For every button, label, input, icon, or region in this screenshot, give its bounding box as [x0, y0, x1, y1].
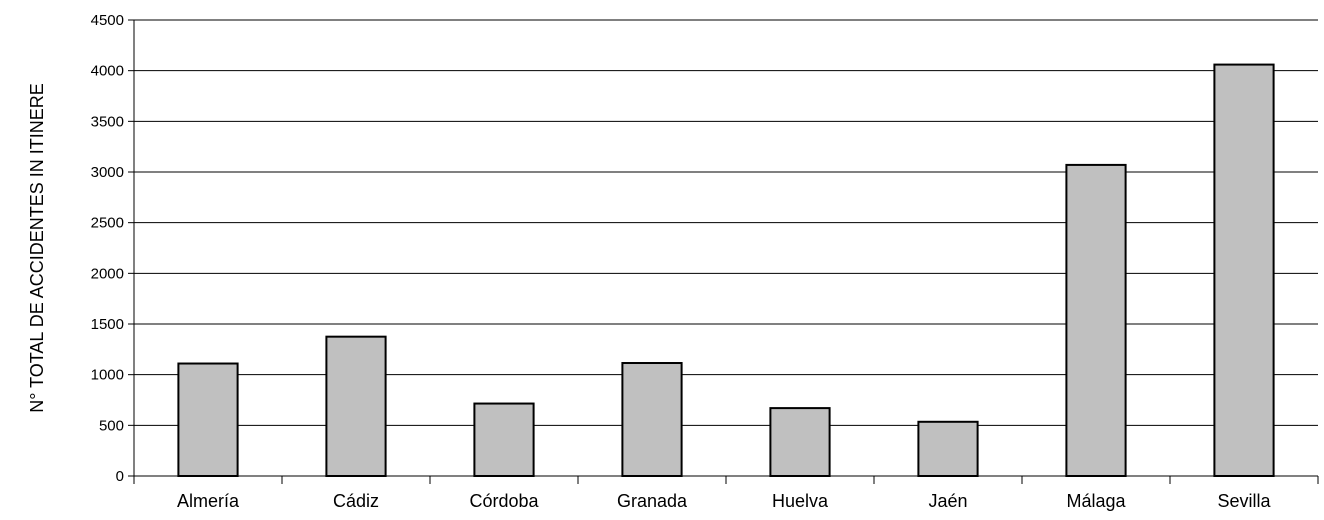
bar-granada	[621, 362, 683, 477]
x-tick-label: Granada	[617, 491, 688, 511]
bar-jaén	[917, 420, 979, 477]
y-tick-label: 1500	[91, 316, 124, 333]
x-tick-label: Jaén	[928, 491, 967, 511]
bars	[177, 63, 1275, 477]
gridlines	[134, 19, 1318, 426]
y-axis-title: N° TOTAL DE ACCIDENTES IN ITINERE	[27, 83, 47, 413]
y-tick-label: 3500	[91, 113, 124, 130]
y-tick-label: 500	[99, 417, 124, 434]
x-tick-label: Sevilla	[1217, 491, 1271, 511]
x-tick-label: Cádiz	[333, 491, 379, 511]
bar-sevilla	[1213, 63, 1275, 477]
y-tick-label: 1000	[91, 367, 124, 384]
bar-almería	[177, 362, 239, 477]
y-tick-label: 4500	[91, 12, 124, 29]
x-tick-label: Córdoba	[469, 491, 539, 511]
bar-córdoba	[473, 402, 535, 477]
x-tick-labels: Almería Cádiz Córdoba Granada Huelva Jaén Mála…	[177, 491, 1272, 511]
y-tick-label: 2000	[91, 265, 124, 282]
y-tick-label: 0	[116, 468, 124, 485]
axes	[128, 19, 1319, 484]
y-tick-label: 3000	[91, 164, 124, 181]
bar-málaga	[1065, 163, 1127, 477]
bar-cádiz	[325, 335, 387, 477]
x-tick-label: Málaga	[1066, 491, 1126, 511]
bar-huelva	[769, 407, 831, 477]
x-tick-label: Huelva	[772, 491, 829, 511]
x-tick-label: Almería	[177, 491, 240, 511]
y-tick-labels: 0 500 1000 1500 2000 2500 3000 3500 4000 4500	[91, 12, 124, 485]
y-tick-label: 2500	[91, 215, 124, 232]
y-tick-label: 4000	[91, 63, 124, 80]
